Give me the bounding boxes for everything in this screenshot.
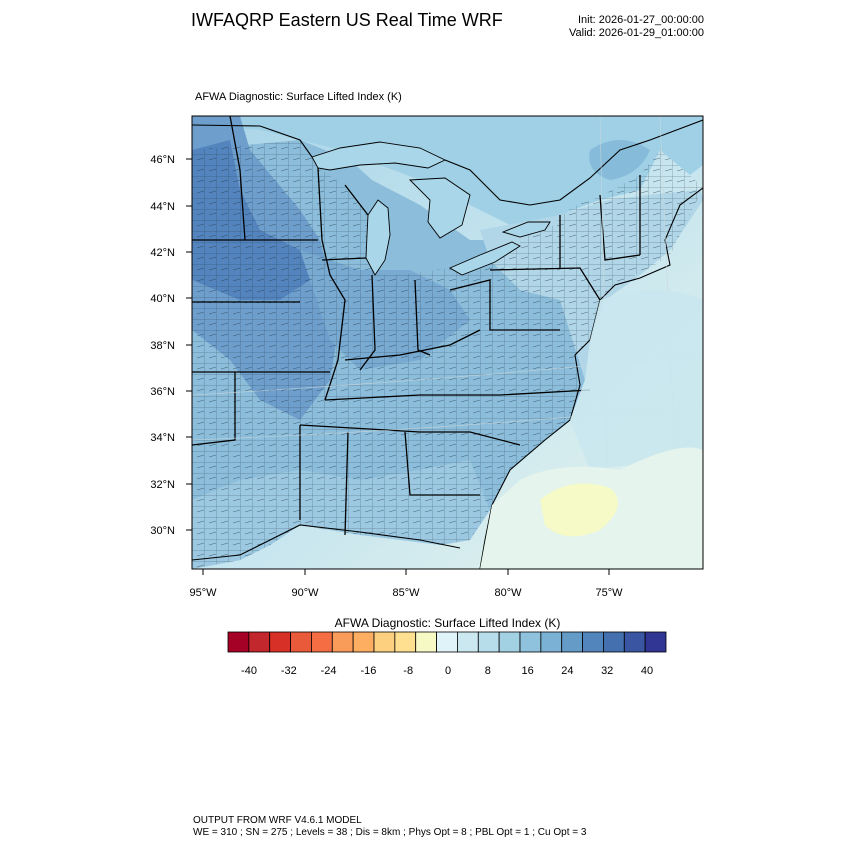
colorbar-tick-label: -8 <box>403 665 413 677</box>
latitude-labels: 46°N 44°N 42°N 40°N 38°N 36°N 34°N 32°N … <box>150 154 175 537</box>
map-subtitle: AFWA Diagnostic: Surface Lifted Index (K… <box>195 91 402 103</box>
lat-label: 38°N <box>150 340 175 352</box>
colorbar-title: AFWA Diagnostic: Surface Lifted Index (K… <box>334 616 561 630</box>
colorbar-swatch <box>248 631 271 653</box>
colorbar-swatch <box>519 631 542 653</box>
colorbar-swatch <box>623 631 646 653</box>
colorbar-swatch <box>311 631 333 653</box>
lat-label: 40°N <box>150 293 175 305</box>
county-lines <box>192 140 703 569</box>
lon-label: 95°W <box>189 587 217 599</box>
lake-ontario <box>501 221 551 238</box>
colorbar-tick-label: 24 <box>561 665 573 677</box>
lat-label: 36°N <box>150 386 175 398</box>
coastlines <box>192 119 703 569</box>
lake-superior <box>311 141 447 171</box>
lat-label: 44°N <box>150 201 175 213</box>
colorbar-tick-label: 8 <box>485 665 491 677</box>
lat-label: 30°N <box>150 525 175 537</box>
axis-ticks <box>186 158 610 575</box>
plot-title: IWFAQRP Eastern US Real Time WRF <box>191 10 503 30</box>
colorbar-swatch <box>352 631 375 653</box>
colorbar-tick-label: 0 <box>445 665 451 677</box>
lat-label: 46°N <box>150 154 175 166</box>
colorbar-swatch <box>394 631 417 653</box>
colorbar-swatch <box>540 631 563 653</box>
field-unstable-region <box>540 483 618 537</box>
colorbar-swatch <box>644 631 667 653</box>
field-offshore <box>570 290 703 470</box>
colorbar-swatch <box>582 631 604 653</box>
colorbar-tick-label: -16 <box>360 665 376 677</box>
lat-label: 42°N <box>150 247 175 259</box>
colorbar-swatch <box>436 631 458 653</box>
colorbar-labels: -40 -32 -24 -16 -8 0 8 16 24 32 40 <box>241 665 653 677</box>
footer-line-1: OUTPUT FROM WRF V4.6.1 MODEL <box>193 815 362 826</box>
colorbar-swatch <box>269 631 291 653</box>
lake-huron <box>408 177 471 239</box>
colorbar-swatch <box>561 631 583 653</box>
colorbar-swatch <box>603 631 625 653</box>
colorbar <box>227 631 667 653</box>
colorbar-swatch <box>415 631 437 653</box>
colorbar-swatch <box>290 631 312 653</box>
lat-label: 32°N <box>150 479 175 491</box>
lon-label: 85°W <box>392 587 420 599</box>
model-footer: OUTPUT FROM WRF V4.6.1 MODEL WE = 310 ; … <box>193 815 586 839</box>
colorbar-swatch <box>498 631 521 653</box>
init-time: Init: 2026-01-27_00:00:00 <box>578 14 704 26</box>
map-panel <box>192 116 703 569</box>
colorbar-tick-label: -32 <box>281 665 297 677</box>
colorbar-tick-label: 32 <box>601 665 613 677</box>
colorbar-swatch <box>457 631 479 653</box>
lat-label: 34°N <box>150 432 175 444</box>
colorbar-swatch <box>373 631 396 653</box>
field-quebec-high <box>589 140 650 180</box>
colorbar-tick-label: 40 <box>641 665 653 677</box>
field-north <box>192 116 703 230</box>
colorbar-tick-label: -40 <box>241 665 257 677</box>
footer-line-2: WE = 310 ; SN = 275 ; Levels = 38 ; Dis … <box>193 827 587 838</box>
colorbar-swatch <box>227 631 250 653</box>
colorbar-swatch <box>331 631 354 653</box>
valid-time: Valid: 2026-01-29_01:00:00 <box>569 27 704 39</box>
map-frame <box>191 115 704 570</box>
colorbar-tick-label: -24 <box>321 665 337 677</box>
state-boundaries <box>192 116 641 536</box>
lon-label: 75°W <box>595 587 623 599</box>
colorbar-swatch <box>477 631 500 653</box>
time-info: Init: 2026-01-27_00:00:00 Valid: 2026-01… <box>520 14 704 40</box>
longitude-labels: 95°W 90°W 85°W 80°W 75°W <box>189 587 623 599</box>
colorbar-tick-label: 16 <box>521 665 533 677</box>
lon-label: 90°W <box>291 587 319 599</box>
lon-label: 80°W <box>494 587 522 599</box>
